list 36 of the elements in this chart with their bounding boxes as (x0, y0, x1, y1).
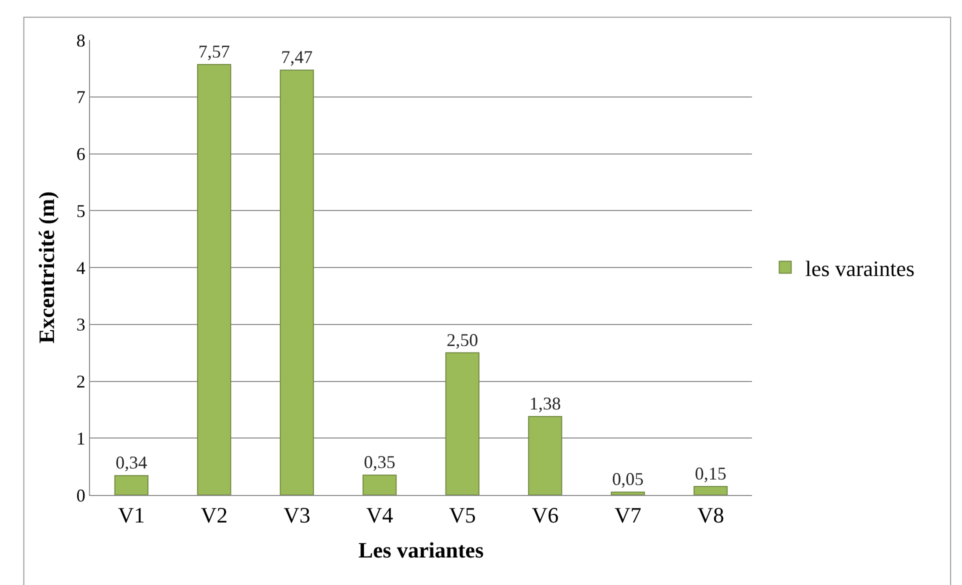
x-tick-label: V7 (614, 502, 642, 528)
y-axis-title: Excentricité (m) (34, 191, 60, 344)
y-tick-label: 8 (76, 30, 86, 50)
x-tick-label: V1 (118, 502, 145, 528)
x-tick-label: V8 (697, 502, 724, 528)
x-tick-label: V3 (283, 502, 310, 528)
bar (694, 486, 728, 495)
y-tick-label: 7 (76, 87, 86, 108)
data-label: 0,35 (364, 452, 396, 472)
y-tick-label: 1 (76, 428, 86, 448)
data-label: 0,34 (116, 452, 148, 473)
x-axis-title: Les variantes (358, 537, 484, 562)
x-tick-label: V5 (448, 502, 476, 528)
bar (445, 352, 480, 495)
y-tick-label: 2 (76, 372, 86, 392)
data-label: 7,47 (281, 47, 313, 68)
data-label: 2,50 (446, 330, 478, 350)
data-label: 1,38 (529, 394, 561, 414)
y-tick-label: 0 (76, 485, 86, 506)
y-tick-label: 5 (76, 200, 86, 221)
bar (197, 64, 232, 495)
bar (114, 475, 148, 495)
bar (610, 492, 645, 495)
data-label: 0,15 (694, 463, 726, 484)
y-tick-label: 4 (76, 258, 86, 278)
y-tick-label: 6 (76, 144, 86, 164)
bar (280, 70, 314, 495)
data-label: 7,57 (198, 41, 230, 62)
y-tick-label: 3 (76, 314, 86, 335)
x-tick-label: V6 (532, 502, 559, 528)
legend-label: les varaintes (805, 256, 915, 281)
data-label: 0,05 (612, 469, 644, 490)
bar (528, 416, 562, 495)
bar (362, 474, 397, 495)
x-tick-label: V2 (200, 502, 228, 528)
x-tick-label: V4 (366, 502, 394, 528)
